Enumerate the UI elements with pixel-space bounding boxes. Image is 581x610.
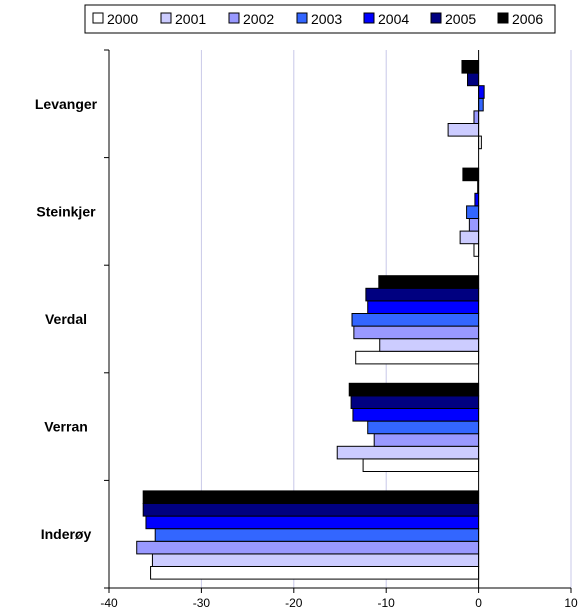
bar-steinkjer-2004 bbox=[474, 192, 480, 207]
bar-inderøy-2002 bbox=[136, 540, 480, 555]
bar-verran-2001 bbox=[336, 445, 480, 460]
x-tick-label: -20 bbox=[285, 596, 303, 610]
axes bbox=[104, 49, 572, 593]
x-tick-label: -10 bbox=[378, 596, 396, 610]
bar-inderøy-2005 bbox=[142, 503, 480, 517]
bar-levanger-2001 bbox=[447, 123, 480, 137]
category-label: Inderøy bbox=[41, 526, 92, 542]
legend-label-2001: 2001 bbox=[175, 11, 206, 27]
category-label: Verdal bbox=[45, 311, 87, 327]
legend-swatch-2005 bbox=[430, 12, 442, 24]
bar-steinkjer-2001 bbox=[459, 230, 480, 245]
legend-swatch-2003 bbox=[296, 12, 308, 24]
legend-swatch-2006 bbox=[497, 12, 509, 24]
bar-verdal-2001 bbox=[379, 338, 480, 352]
legend-label-2005: 2005 bbox=[445, 11, 476, 27]
legend-label-2002: 2002 bbox=[243, 11, 274, 27]
bar-steinkjer-2000 bbox=[473, 243, 480, 257]
bar-verran-2002 bbox=[373, 433, 480, 447]
bar-verdal-2004 bbox=[367, 300, 480, 314]
bar-inderøy-2003 bbox=[154, 528, 480, 542]
category-label: Steinkjer bbox=[36, 203, 96, 219]
bar-verran-2004 bbox=[352, 408, 480, 422]
x-tick-label: -30 bbox=[193, 596, 211, 610]
bar-verdal-2005 bbox=[365, 287, 480, 302]
bar-levanger-2003 bbox=[478, 97, 484, 112]
legend-swatch-2001 bbox=[160, 12, 172, 24]
category-labels: Levanger Steinkjer Verdal Verran Inderøy bbox=[35, 96, 98, 542]
bar-verran-2006 bbox=[348, 382, 480, 397]
legend-label-2006: 2006 bbox=[512, 11, 543, 27]
bar-inderøy-2004 bbox=[145, 515, 480, 530]
category-label: Levanger bbox=[35, 96, 98, 112]
bar-inderøy-2001 bbox=[151, 553, 480, 568]
bar-levanger-2005 bbox=[467, 72, 480, 87]
x-tick-label: 10 bbox=[564, 596, 578, 610]
legend-label-2004: 2004 bbox=[378, 11, 409, 27]
bar-verdal-2006 bbox=[378, 275, 480, 289]
bar-verdal-2000 bbox=[355, 350, 480, 365]
bar-levanger-2006 bbox=[461, 60, 480, 74]
bar-verran-2003 bbox=[367, 420, 480, 435]
x-tick-label: 0 bbox=[475, 596, 482, 610]
legend-label-2003: 2003 bbox=[311, 11, 342, 27]
category-label: Verran bbox=[44, 419, 88, 435]
bar-verran-2005 bbox=[350, 395, 480, 409]
bar-steinkjer-2002 bbox=[468, 218, 480, 232]
bar-levanger-2002 bbox=[473, 110, 480, 125]
legend-swatch-2002 bbox=[228, 12, 240, 24]
bar-inderøy-2006 bbox=[142, 490, 480, 504]
legend-swatch-2004 bbox=[363, 12, 375, 24]
bar-verdal-2002 bbox=[353, 325, 480, 340]
bar-steinkjer-2003 bbox=[466, 205, 480, 219]
legend: 2000 2001 2002 2003 2004 2005 2006 bbox=[84, 4, 556, 34]
bar-verran-2000 bbox=[362, 458, 480, 472]
bar-verdal-2003 bbox=[351, 313, 480, 327]
bar-inderøy-2000 bbox=[150, 566, 480, 580]
bar-levanger-2004 bbox=[478, 85, 485, 99]
tick-labels: -40 -30 -20 -10 0 10 bbox=[100, 596, 578, 610]
legend-swatch-2000 bbox=[92, 12, 104, 24]
legend-label-2000: 2000 bbox=[107, 11, 138, 27]
bars bbox=[136, 60, 485, 580]
x-tick-label: -40 bbox=[100, 596, 118, 610]
bar-steinkjer-2006 bbox=[462, 167, 480, 182]
